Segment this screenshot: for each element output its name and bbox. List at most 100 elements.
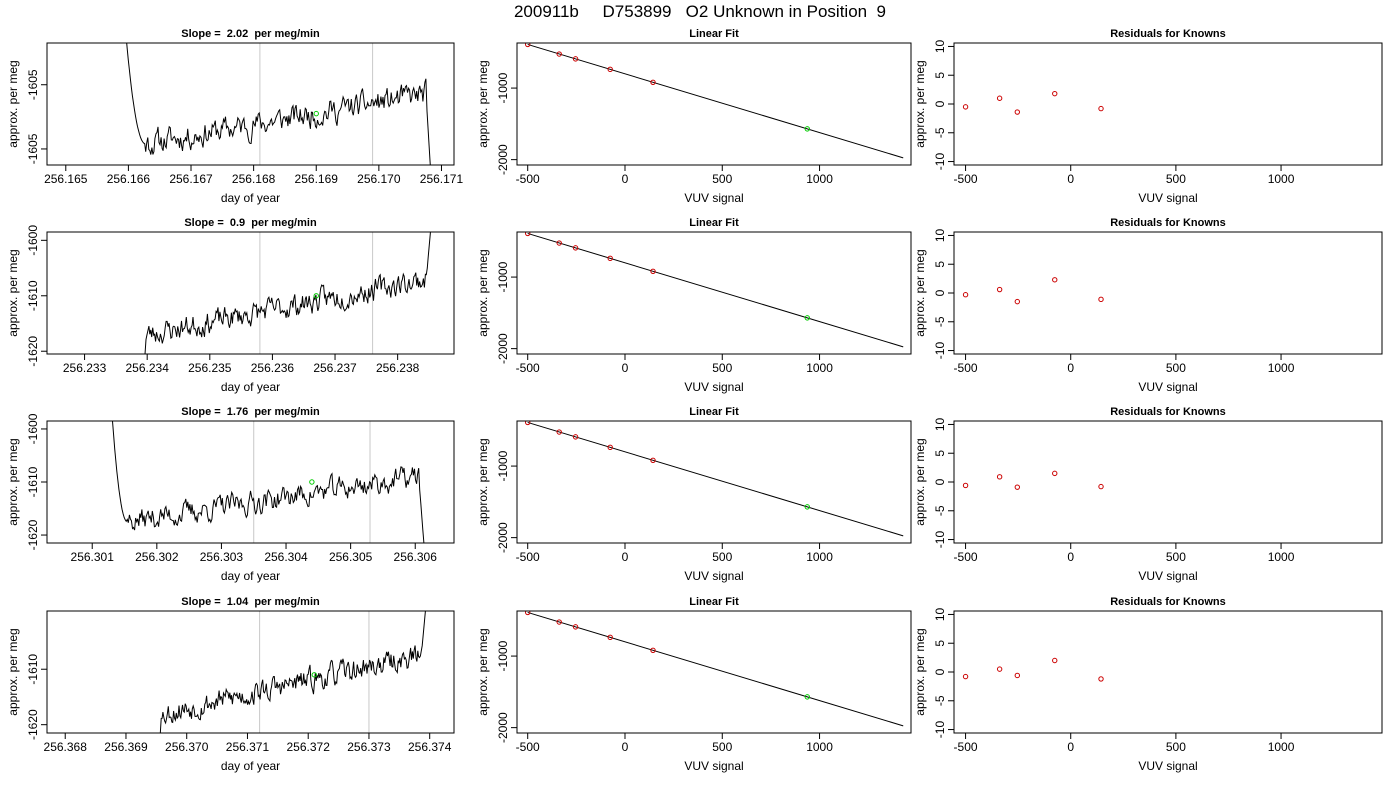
y-tick-label: -1000 <box>496 72 510 103</box>
plot-area <box>525 421 904 537</box>
residual-point <box>996 95 1003 101</box>
y-axis-label: approx. per meg <box>476 628 490 715</box>
y-tick-label: -1605 <box>26 133 40 164</box>
y-tick-label: -5 <box>933 127 947 138</box>
plot-area <box>525 43 904 159</box>
panel-title: Linear Fit <box>689 596 739 608</box>
residual-point <box>1014 484 1021 490</box>
y-axis-label: approx. per meg <box>6 438 20 525</box>
x-tick-label: 0 <box>1067 550 1074 564</box>
residual-point <box>1098 483 1104 490</box>
y-tick-label: -5 <box>933 695 947 706</box>
residual-point <box>1014 672 1021 679</box>
known-point <box>572 245 579 251</box>
x-axis-label: VUV signal <box>684 191 743 205</box>
y-tick-label: -1600 <box>26 225 40 256</box>
y-tick-label: -1610 <box>26 654 40 685</box>
y-tick-label: 10 <box>933 228 947 242</box>
panel-title: Residuals for Knowns <box>1110 28 1226 40</box>
panel-title: Linear Fit <box>689 28 739 40</box>
plot-area <box>144 232 431 354</box>
y-tick-label: -1600 <box>26 413 40 444</box>
unknown-point <box>804 504 810 510</box>
page-title: 200911b D753899 O2 Unknown in Position 9 <box>513 2 887 21</box>
x-tick-label: 256.233 <box>63 361 107 375</box>
y-tick-label: -1000 <box>496 450 510 481</box>
y-axis-label: approx. per meg <box>6 249 20 336</box>
panel-fit-1: Linear Fit -500 0 500 1000 -1000 -2000 VUV sign… <box>476 28 912 205</box>
x-tick-label: 0 <box>1067 740 1074 754</box>
y-tick-label: -1620 <box>26 336 40 367</box>
known-point <box>525 232 531 237</box>
x-axis-label: VUV signal <box>684 569 743 583</box>
residual-point <box>962 104 969 110</box>
y-tick-label: 10 <box>933 417 947 431</box>
y-axis-label: approx. per meg <box>913 60 927 147</box>
data-trace <box>126 43 431 165</box>
x-tick-label: 256.303 <box>200 550 244 564</box>
plot-frame <box>953 420 1383 544</box>
plot-frame <box>516 610 912 734</box>
x-tick-label: 1000 <box>1268 361 1295 375</box>
unknown-point <box>804 315 810 321</box>
residual-point <box>996 666 1003 672</box>
unknown-point <box>804 694 810 700</box>
data-trace <box>159 611 426 733</box>
residual-point <box>1052 470 1058 477</box>
x-axis-label: VUV signal <box>684 759 743 773</box>
known-point <box>525 421 531 426</box>
panel-fit-2: Linear Fit -500 0 500 1000 -1000 -2000 VUV sign… <box>476 217 912 394</box>
y-tick-label: -1610 <box>26 466 40 497</box>
x-tick-label: 256.167 <box>169 172 213 186</box>
x-tick-label: 0 <box>622 172 629 186</box>
residual-point <box>1014 298 1021 305</box>
panel-title: Residuals for Knowns <box>1110 217 1226 229</box>
x-tick-label: 500 <box>1166 550 1186 564</box>
y-tick-label: 0 <box>933 100 947 107</box>
known-point <box>650 268 656 274</box>
x-tick-label: 256.371 <box>226 740 270 754</box>
residual-point <box>962 292 969 298</box>
x-axis-label: VUV signal <box>684 380 743 394</box>
fit-line <box>527 43 904 159</box>
panel-title: Slope = 0.9 per meg/min <box>184 217 317 229</box>
panel-fit-3: Linear Fit -500 0 500 1000 -1000 -2000 VUV sign… <box>476 406 912 583</box>
plot-area <box>962 657 1104 682</box>
x-axis-label: VUV signal <box>1138 759 1197 773</box>
plot-frame <box>46 231 455 355</box>
panel-timeseries-2: Slope = 0.9 per meg/min 256.233 256.234 256… <box>6 217 455 394</box>
x-axis-label: day of year <box>221 759 280 773</box>
y-tick-label: -10 <box>933 342 947 360</box>
x-tick-label: 256.369 <box>104 740 148 754</box>
x-tick-label: 1000 <box>806 172 833 186</box>
residual-point <box>1052 90 1058 97</box>
x-axis-label: VUV signal <box>1138 569 1197 583</box>
fit-line <box>527 611 904 727</box>
panel-residuals-1: Residuals for Knowns -500 0 500 1000 10 5 0 -5 -1… <box>913 28 1383 205</box>
plot-area <box>126 43 431 165</box>
panel-title: Slope = 1.04 per meg/min <box>181 596 320 608</box>
x-tick-label: 256.302 <box>135 550 179 564</box>
y-tick-label: -10 <box>933 531 947 549</box>
y-tick-label: -1620 <box>26 519 40 550</box>
y-tick-label: 0 <box>933 668 947 675</box>
x-tick-label: 500 <box>712 172 732 186</box>
y-axis-label: approx. per meg <box>913 249 927 336</box>
x-tick-label: 256.372 <box>287 740 331 754</box>
x-tick-label: 1000 <box>1268 740 1295 754</box>
x-tick-label: 0 <box>622 550 629 564</box>
y-axis-label: approx. per meg <box>913 438 927 525</box>
y-axis-label: approx. per meg <box>913 628 927 715</box>
plot-area <box>962 470 1104 490</box>
plot-area <box>962 90 1104 115</box>
unknown-marker <box>313 293 319 299</box>
y-axis-label: approx. per meg <box>476 249 490 336</box>
x-tick-label: 256.370 <box>165 740 209 754</box>
y-tick-label: -2000 <box>496 144 510 175</box>
panel-timeseries-1: Slope = 2.02 per meg/min 256.165 256.166 25… <box>6 28 463 205</box>
x-tick-label: -500 <box>516 740 540 754</box>
unknown-marker <box>309 479 315 485</box>
y-tick-label: 5 <box>933 261 947 268</box>
panel-residuals-4: Residuals for Knowns -500 0 500 1000 10 5 0 -5 -1… <box>913 596 1383 773</box>
x-tick-label: 500 <box>712 361 732 375</box>
